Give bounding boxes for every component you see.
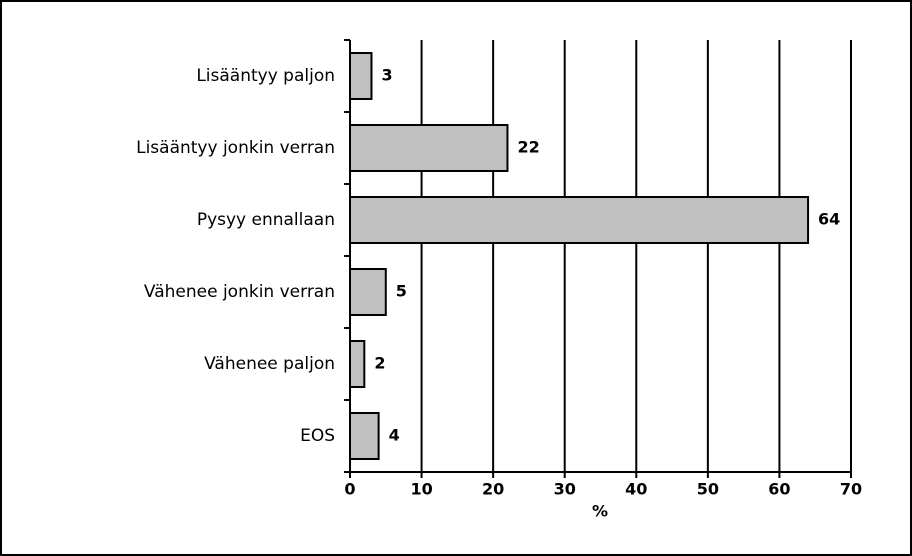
y-tick-label: Vähenee paljon bbox=[204, 354, 335, 374]
data-label: 64 bbox=[818, 210, 840, 229]
y-tick-label: EOS bbox=[300, 426, 335, 446]
data-label: 4 bbox=[389, 426, 400, 445]
data-label: 3 bbox=[381, 66, 392, 85]
bar bbox=[349, 124, 509, 172]
y-tick-label: Pysyy ennallaan bbox=[197, 210, 335, 230]
x-tick-label: 40 bbox=[625, 480, 647, 499]
data-label: 2 bbox=[374, 354, 385, 373]
data-label: 5 bbox=[396, 282, 407, 301]
x-tick-label: 50 bbox=[697, 480, 719, 499]
y-tick-label: Vähenee jonkin verran bbox=[144, 282, 335, 302]
x-tick-label: 20 bbox=[482, 480, 504, 499]
x-tick-label: 0 bbox=[344, 480, 355, 499]
y-tick-label: Lisääntyy jonkin verran bbox=[136, 138, 335, 158]
x-tick-label: 30 bbox=[554, 480, 576, 499]
x-tick-label: 70 bbox=[840, 480, 862, 499]
bar bbox=[349, 196, 810, 244]
bar bbox=[349, 340, 366, 388]
bar bbox=[349, 268, 387, 316]
data-label: 22 bbox=[517, 138, 539, 157]
x-axis-label: % bbox=[592, 502, 608, 521]
x-tick-label: 60 bbox=[768, 480, 790, 499]
bar bbox=[349, 52, 373, 100]
bar bbox=[349, 412, 380, 460]
x-tick-label: 10 bbox=[410, 480, 432, 499]
y-tick-label: Lisääntyy paljon bbox=[196, 66, 335, 86]
